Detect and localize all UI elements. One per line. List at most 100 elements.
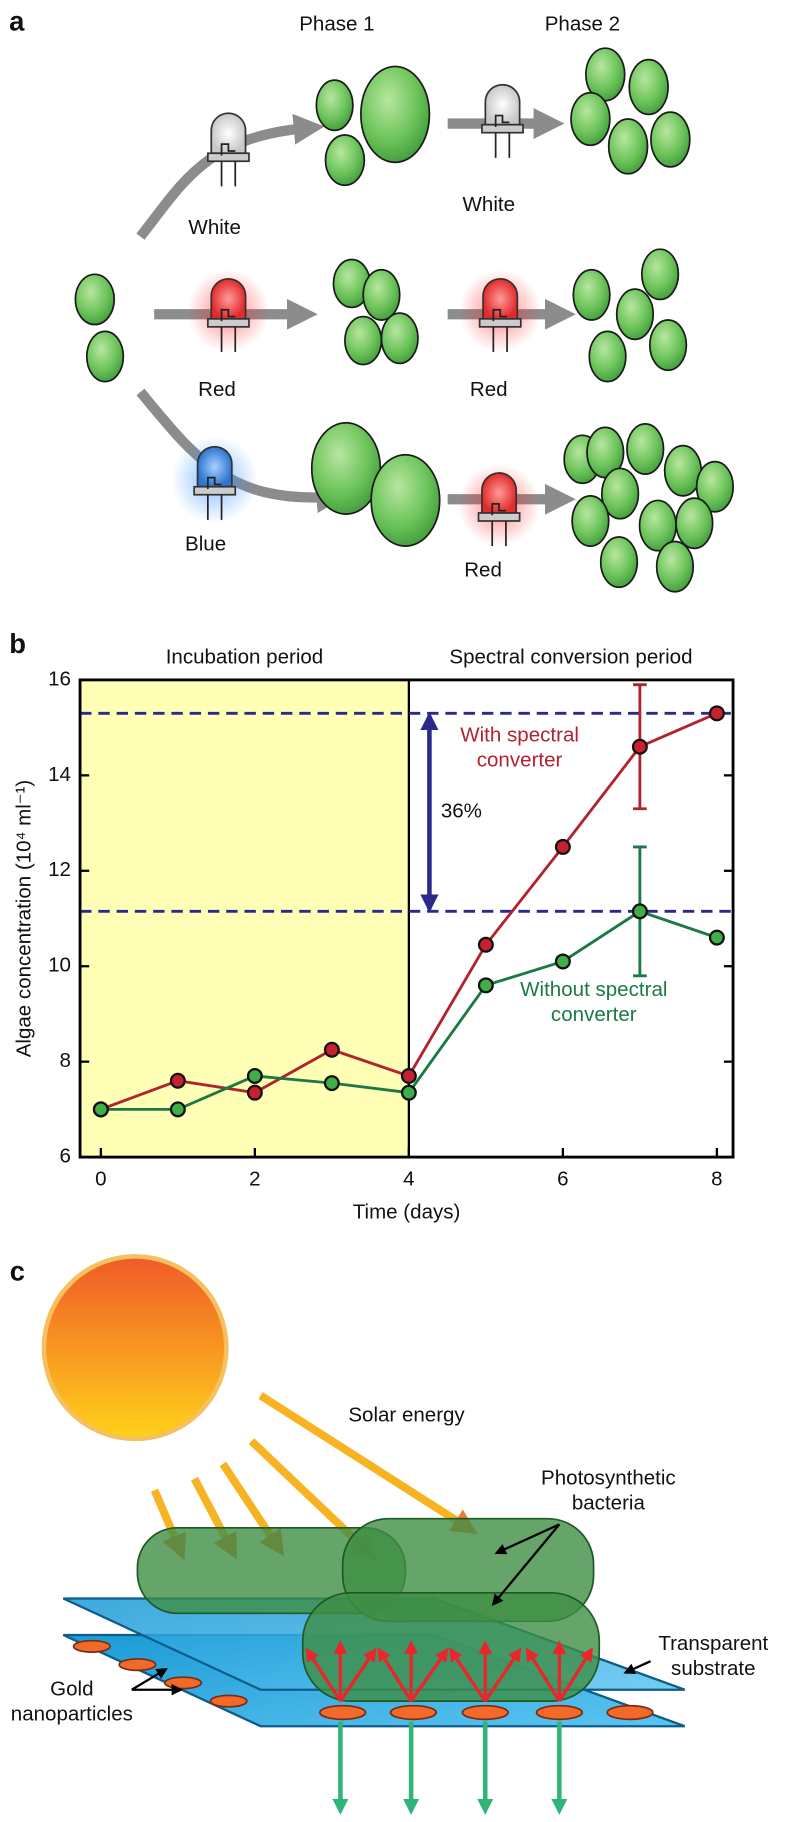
algae-cells-part <box>648 319 688 372</box>
label-text: Photosynthetic bacteria <box>541 1466 676 1515</box>
algae-cells-part <box>570 91 611 147</box>
emission-arrows-part <box>338 1647 377 1703</box>
algae-cells-part <box>74 273 116 326</box>
y-tick-label: 16 <box>48 667 71 690</box>
leds-part <box>481 83 524 159</box>
algae-cells-part <box>370 453 441 547</box>
x-tick-label: 2 <box>249 1167 260 1190</box>
algae-cells-part <box>85 330 125 383</box>
algae-cells-part <box>571 495 610 547</box>
substrate-part-part <box>319 1704 367 1721</box>
data-point <box>323 1041 340 1058</box>
label-text: Gold nanoparticles <box>10 1677 133 1726</box>
label: Gold nanoparticles <box>10 1677 133 1726</box>
data-point <box>477 977 494 994</box>
algae-cells-part <box>310 421 382 515</box>
region-label: Incubation period <box>166 646 324 669</box>
transmitted-arrows <box>332 1721 568 1815</box>
algae-cells-part <box>360 65 431 164</box>
algae-cells-part <box>362 268 401 321</box>
x-axis-label: Time (days) <box>353 1200 461 1223</box>
algae-cells-part <box>607 118 649 175</box>
label: Transparent substrate <box>658 1631 769 1680</box>
led-label: Blue <box>185 532 226 555</box>
x-tick-label: 4 <box>403 1167 414 1190</box>
pointer-arrows-part <box>131 1668 168 1691</box>
led-label: White <box>463 193 516 216</box>
panel-c: c Solar energy Photosynthetic bacteria T… <box>10 1254 769 1815</box>
data-point <box>631 738 648 755</box>
led-label: Red <box>198 378 236 401</box>
emission-arrows-part <box>483 1647 522 1703</box>
data-point <box>631 903 648 920</box>
data-point <box>323 1075 340 1092</box>
substrate-part-part <box>606 1704 654 1721</box>
algae-cells <box>74 47 735 593</box>
data-point <box>708 705 725 722</box>
algae-cells-part <box>588 330 627 383</box>
y-tick-label: 12 <box>48 858 71 881</box>
leds <box>171 83 542 547</box>
arrows-part <box>136 113 325 240</box>
emission-arrows-part <box>557 1647 593 1703</box>
leds-part <box>206 112 250 188</box>
annotation: 36% <box>441 800 482 823</box>
data-point <box>400 1067 417 1084</box>
sun <box>41 1254 229 1442</box>
emission-arrows-part <box>525 1647 561 1703</box>
sun-rays-part <box>258 1392 478 1534</box>
emission-arrows-part <box>305 1647 342 1703</box>
substrate-part-part <box>72 1639 111 1653</box>
data-point <box>554 953 571 970</box>
label: Solar energy <box>348 1403 465 1426</box>
series-label-text: Without spectral converter <box>520 977 668 1026</box>
led-label: Red <box>470 378 508 401</box>
series-label: With spectral converter <box>460 723 579 771</box>
region-label: Spectral conversion period <box>449 646 692 669</box>
emission-arrows-part <box>449 1647 487 1703</box>
algae-cells-part <box>599 536 639 589</box>
algae-cells-part <box>650 111 691 168</box>
emission-arrows-part <box>377 1647 413 1703</box>
y-tick-label: 8 <box>60 1049 71 1072</box>
panel-label: a <box>9 5 25 36</box>
algae-cells-part <box>640 248 680 301</box>
substrate-part-part <box>389 1704 438 1721</box>
algae-cells-part <box>600 467 640 520</box>
panel-label: c <box>10 1256 25 1287</box>
x-tick-label: 0 <box>95 1167 106 1190</box>
panel-b: b Incubation period Spectral conversion p… <box>9 628 735 1223</box>
substrate-part <box>72 1639 654 1721</box>
y-tick-label: 6 <box>60 1145 71 1168</box>
emission-arrows-part <box>409 1647 449 1703</box>
substrate-part-part <box>118 1658 157 1672</box>
pointer-arrows-part <box>494 1523 560 1555</box>
substrate-part-part <box>461 1704 509 1721</box>
data-point <box>400 1084 417 1101</box>
algae-cells-part <box>380 312 419 365</box>
y-axis-label: Algae concentration (10⁴ ml⁻¹) <box>13 780 36 1058</box>
region <box>80 679 409 1158</box>
led-label: White <box>188 216 241 239</box>
pointer-arrows-part <box>491 1523 561 1606</box>
label: Photosynthetic bacteria <box>541 1466 676 1515</box>
algae-cells-part <box>626 423 665 476</box>
algae-cells-part <box>324 134 366 187</box>
pointer-arrows <box>131 1523 652 1696</box>
algae-cells-part <box>572 268 611 321</box>
algae-cells-part <box>615 288 655 341</box>
data-point <box>246 1067 263 1084</box>
plot-frame <box>78 678 735 1159</box>
panel-label: b <box>9 628 26 659</box>
algae-cells-part <box>628 58 669 116</box>
substrate-part-part <box>535 1704 584 1721</box>
series-label: Without spectral converter <box>520 977 668 1026</box>
data-point <box>92 1101 109 1118</box>
pointer-arrows-part <box>623 1660 652 1675</box>
panel-a: a Phase 1 Phase 2 White White Red Red Bl… <box>9 5 735 593</box>
label-text: Transparent substrate <box>658 1631 769 1680</box>
emission-arrows <box>305 1640 593 1703</box>
region <box>408 679 734 1158</box>
x-tick-label: 8 <box>711 1167 722 1190</box>
